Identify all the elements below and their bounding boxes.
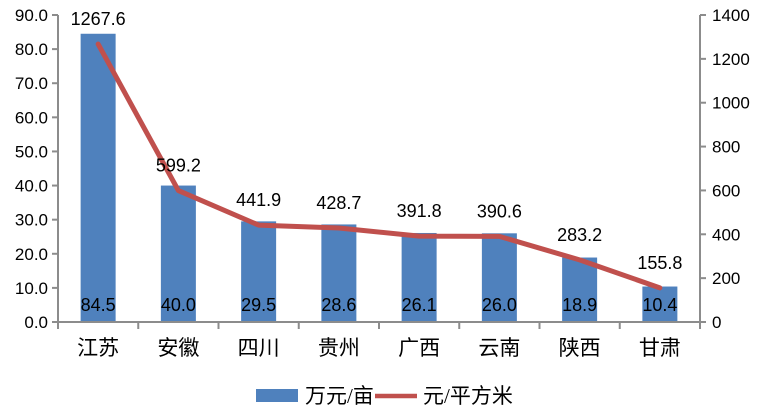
bar [401, 232, 437, 322]
right-axis-tick-label: 1400 [712, 6, 750, 25]
right-axis-tick-label: 400 [712, 225, 740, 244]
legend-bar-swatch [256, 389, 298, 402]
bar [80, 33, 116, 323]
bar-value-label: 18.9 [562, 295, 597, 315]
legend-line-label: 元/平方米 [423, 384, 513, 408]
x-axis-label: 江苏 [77, 336, 119, 360]
right-axis-tick-label: 1000 [712, 94, 750, 113]
bar-value-label: 40.0 [161, 295, 196, 315]
bar [241, 221, 277, 322]
line-value-label: 391.8 [397, 201, 442, 221]
x-axis-label: 四川 [238, 336, 280, 360]
plot-area: 0.0 10.0 20.0 30.0 40.0 50.0 60.0 70.0 80.0 90.0 0… [15, 6, 750, 360]
left-axis-tick-label: 70.0 [15, 74, 48, 93]
x-axis-label: 陕西 [559, 336, 601, 360]
bar-value-label: 29.5 [241, 295, 276, 315]
bar [642, 286, 678, 322]
left-axis-tick-label: 10.0 [15, 279, 48, 298]
bar [321, 224, 357, 322]
left-axis-tick-label: 90.0 [15, 6, 48, 25]
legend: 万元/亩 元/平方米 [256, 384, 513, 408]
bar [481, 233, 517, 322]
x-axis-label: 云南 [478, 336, 520, 360]
left-axis-tick-label: 30.0 [15, 211, 48, 230]
bar-value-label: 28.6 [321, 295, 356, 315]
bar-value-label: 10.4 [642, 295, 677, 315]
left-axis-tick-label: 80.0 [15, 40, 48, 59]
bar [160, 185, 196, 322]
x-axis-label: 安徽 [157, 336, 199, 360]
line-series [95, 41, 663, 291]
bar [562, 257, 598, 322]
right-axis-tick-label: 1200 [712, 50, 750, 69]
x-axis-label: 甘肃 [639, 336, 681, 360]
line-value-label: 283.2 [557, 225, 602, 245]
line-value-label: 441.9 [236, 190, 281, 210]
line-value-label: 599.2 [156, 156, 201, 176]
line-value-label: 155.8 [637, 253, 682, 273]
line-value-label: 390.6 [477, 201, 522, 221]
bar-value-label: 84.5 [81, 295, 116, 315]
left-axis-tick-label: 40.0 [15, 177, 48, 196]
right-axis-tick-label: 600 [712, 181, 740, 200]
left-axis-tick-label: 60.0 [15, 108, 48, 127]
left-axis-tick-label: 20.0 [15, 245, 48, 264]
bar-value-label: 26.0 [482, 295, 517, 315]
right-axis-tick-label: 800 [712, 138, 740, 157]
line-value-label: 1267.6 [71, 9, 126, 29]
x-axis-label: 贵州 [318, 336, 360, 360]
left-axis-tick-label: 50.0 [15, 142, 48, 161]
right-axis-tick-label: 0 [712, 313, 721, 332]
legend-bar-label: 万元/亩 [305, 384, 374, 408]
x-axis-label: 广西 [398, 336, 440, 360]
right-axis-tick-label: 200 [712, 269, 740, 288]
line-value-label: 428.7 [316, 193, 361, 213]
bar-value-label: 26.1 [402, 295, 437, 315]
left-axis-tick-label: 0.0 [24, 313, 48, 332]
